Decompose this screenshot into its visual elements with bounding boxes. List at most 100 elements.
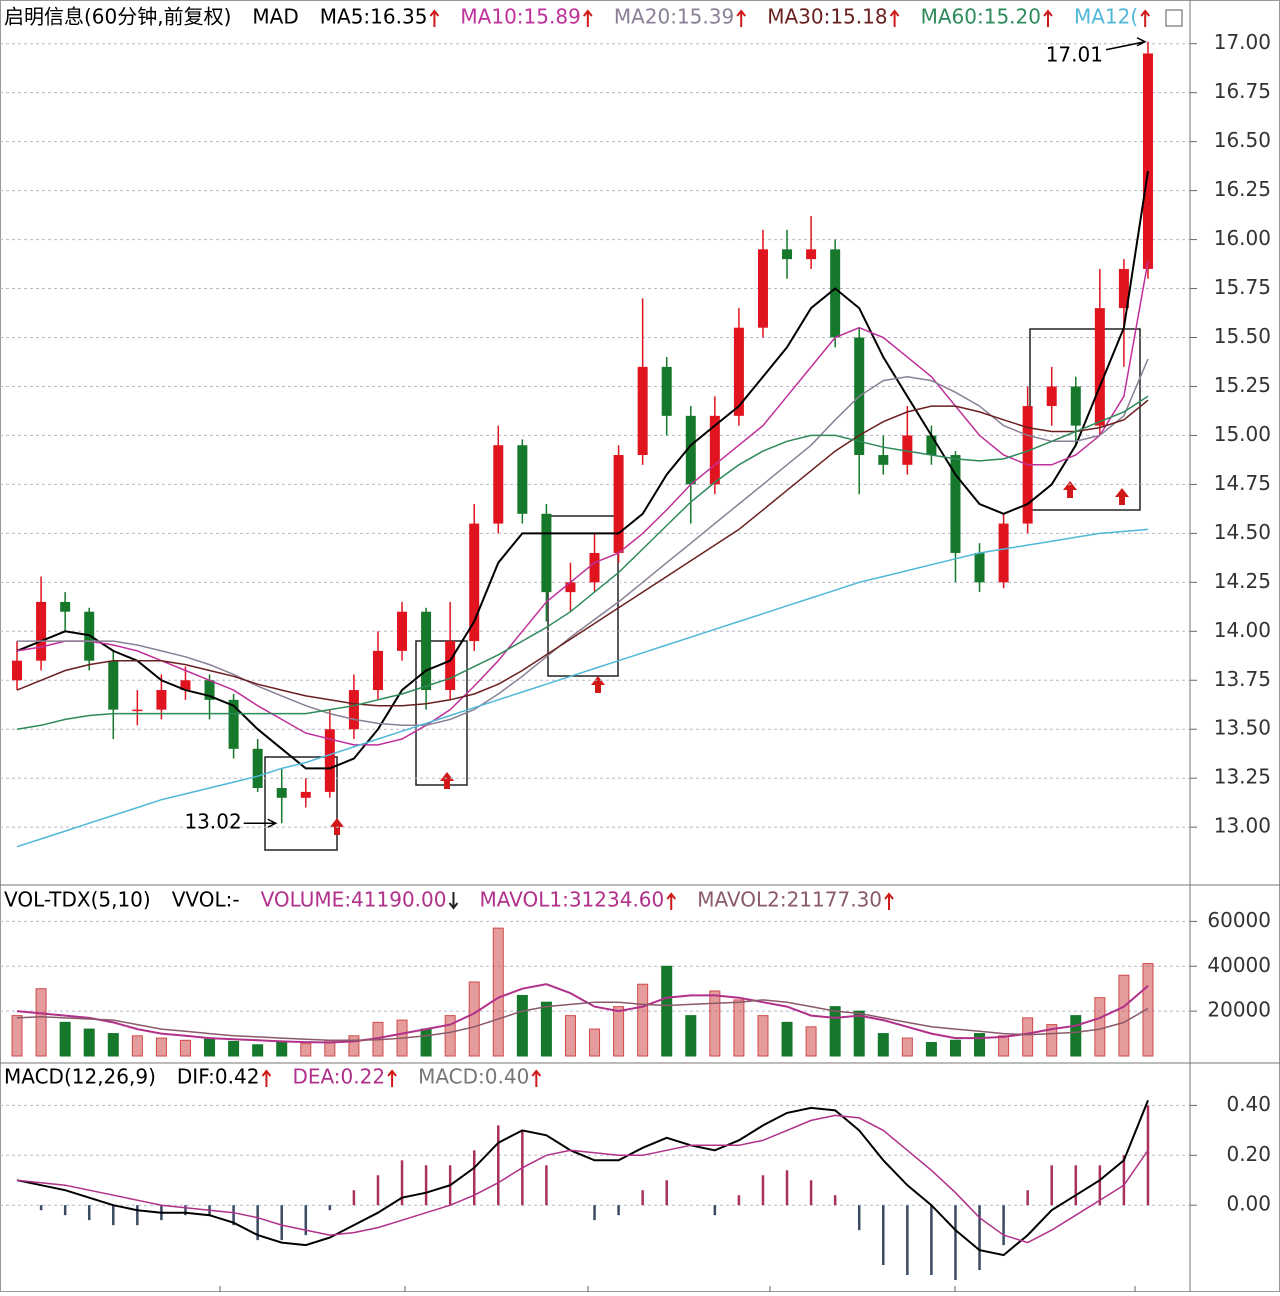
y-tick-label: 15.75 [1214, 275, 1271, 299]
y-tick-label: 14.50 [1214, 520, 1271, 544]
volume-bar [492, 927, 504, 1057]
y-tick-label: 17.00 [1214, 30, 1271, 54]
candle-body [517, 445, 528, 514]
volume-bar [685, 1015, 697, 1057]
volume-bar [155, 1037, 167, 1057]
header-label: MACD:0.40 [418, 1065, 529, 1089]
volume-bar [540, 1001, 552, 1057]
macd [16, 1100, 1150, 1281]
y-tick-label: 16.25 [1214, 177, 1271, 201]
line-series [16, 170, 1149, 770]
candles [12, 41, 1153, 848]
volume-bar [877, 1033, 889, 1057]
candle-body [156, 690, 167, 710]
candle-body [180, 680, 191, 691]
header-label: MA20:15.39 [614, 5, 734, 29]
y-tick-label: 13.00 [1214, 814, 1271, 838]
volume-bar [974, 1033, 986, 1057]
candle-body [709, 415, 720, 485]
arrow [1063, 481, 1077, 498]
volume-bar [11, 1015, 23, 1057]
header-label: MA5:16.35 [320, 5, 428, 29]
line-series [16, 983, 1149, 1044]
box [264, 756, 338, 851]
header-label: MAD [252, 5, 298, 29]
y-axis: 20000 40000 60000 [0, 908, 1271, 1022]
candle-body [12, 660, 23, 681]
candle-body [372, 650, 383, 691]
candle-body [445, 641, 456, 691]
volume-bar [661, 965, 673, 1057]
candle-body [348, 690, 359, 730]
candle-body [132, 709, 143, 712]
candle-body [1046, 386, 1057, 407]
candle-body [637, 366, 648, 456]
line-series [17, 358, 1149, 727]
y-tick-label: 40000 [1207, 953, 1271, 977]
header-arrow [387, 1069, 397, 1087]
candle-body [276, 787, 287, 798]
candle-body [998, 523, 1009, 583]
header-arrow [448, 892, 459, 910]
volume-bar [444, 1015, 456, 1057]
candle-body [757, 249, 768, 328]
y-tick-label: 16.50 [1214, 128, 1271, 152]
candle-body [1094, 308, 1105, 426]
line-series [16, 1114, 1149, 1244]
line-series [16, 528, 1149, 848]
candle-body [974, 552, 985, 583]
candle-body [926, 435, 937, 456]
volume-bar [1118, 974, 1130, 1057]
volume-bar [516, 994, 528, 1057]
y-tick-label: 14.75 [1214, 471, 1271, 495]
candle-body [733, 327, 744, 416]
y-tick-label: 13.75 [1214, 667, 1271, 691]
y-axis: 13.00 13.25 13.50 13.75 14.00 14.25 14.50 14.75… [0, 30, 1271, 838]
arrow [1115, 488, 1129, 505]
arrow [330, 818, 344, 835]
candle-body [589, 552, 600, 583]
candle-body [421, 611, 432, 691]
window-icon[interactable] [1165, 9, 1183, 27]
y-tick-label: 15.00 [1214, 422, 1271, 446]
volume-bar [348, 1035, 360, 1057]
volume-bar [853, 1010, 865, 1057]
volume-bar [1046, 1024, 1058, 1057]
volume-bar [901, 1037, 913, 1057]
y-tick-label: 60000 [1207, 908, 1271, 932]
volume-bars [11, 927, 1154, 1057]
volume-bar [925, 1042, 937, 1057]
candle-body [60, 601, 71, 612]
candle-body [469, 523, 480, 642]
header-label: MAVOL1:31234.60 [479, 888, 664, 912]
candle-body [878, 455, 889, 465]
volume-bar [468, 981, 480, 1057]
header-label: MACD(12,26,9) [4, 1065, 156, 1089]
volume-bar [613, 1006, 625, 1057]
header-arrow [884, 892, 894, 910]
volume-bar [1142, 963, 1154, 1057]
arrow [591, 676, 605, 693]
header-label: VVOL:- [172, 888, 240, 912]
header-arrow [531, 1069, 542, 1087]
candle-body [204, 680, 215, 700]
volume-bar [949, 1039, 961, 1057]
highlight-boxes [264, 328, 1141, 851]
high-annotation: 17.01 [1046, 42, 1103, 66]
candle-body [902, 435, 913, 465]
candle-body [661, 366, 672, 416]
candle-body [830, 249, 841, 338]
volume-bar [1070, 1015, 1082, 1057]
header-label: MA30:15.18 [767, 5, 887, 29]
y-tick-label: 16.00 [1214, 226, 1271, 250]
volume-bar [83, 1028, 95, 1057]
line-series [16, 260, 1149, 746]
y-tick-label: 13.50 [1214, 716, 1271, 740]
header-arrow [429, 9, 440, 27]
volume-bar [59, 1021, 71, 1057]
y-tick-label: 14.25 [1214, 569, 1271, 593]
y-tick-label: 0.40 [1226, 1092, 1271, 1116]
header-label: DIF:0.42 [177, 1065, 260, 1089]
volume-bar [107, 1033, 119, 1057]
